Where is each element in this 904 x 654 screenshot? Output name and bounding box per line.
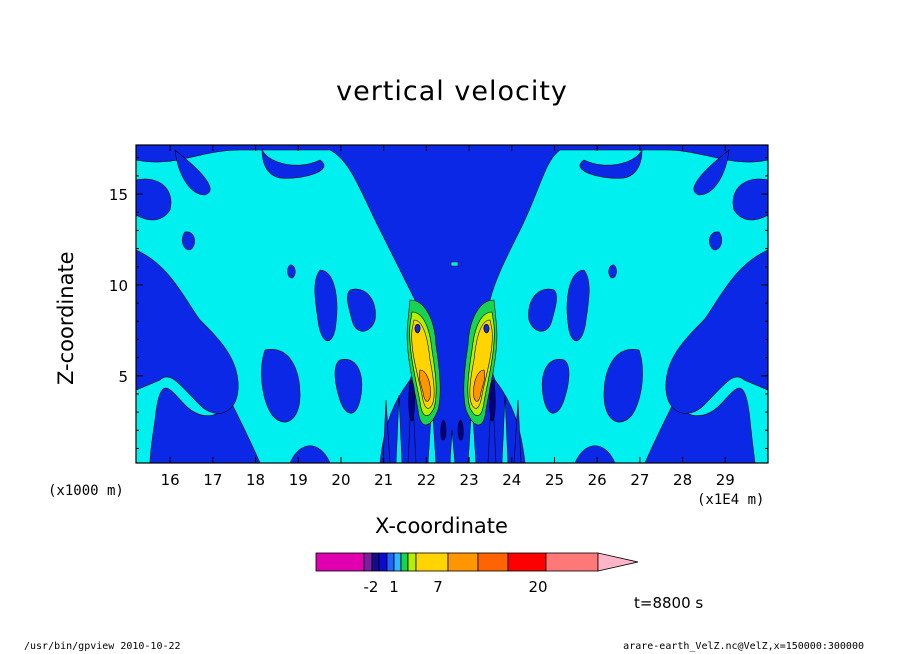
y-axis-label: Z-coordinate [54, 251, 78, 385]
x-tick-label: 26 [588, 471, 607, 489]
colorbar-label: 7 [433, 578, 443, 596]
x-tick-label: 25 [545, 471, 564, 489]
negative-blob [181, 231, 195, 251]
negative-blob [136, 178, 172, 221]
x-tick-label: 16 [161, 471, 180, 489]
colorbar-label: -2 [364, 578, 379, 596]
colorbar-segment [507, 552, 547, 572]
negative-blob [261, 149, 325, 179]
negative-blob [136, 249, 239, 414]
colorbar-segment [545, 552, 599, 572]
surface-streaks [382, 379, 522, 463]
negative-blob [709, 231, 723, 251]
colorbar-segment [315, 552, 365, 572]
y-axis: 5 10 15 [109, 157, 768, 449]
updraft-left [406, 299, 441, 426]
x-tick-label: 27 [630, 471, 649, 489]
footer-left: /usr/bin/gpview 2010-10-22 [24, 641, 181, 652]
negative-blob [665, 249, 768, 414]
colorbar-segment [386, 552, 395, 572]
y-tick-label: 10 [109, 277, 128, 295]
negative-blob [693, 149, 730, 196]
negative-blob [347, 288, 376, 332]
negative-blob [566, 269, 590, 342]
colorbar-segment [371, 552, 380, 572]
colorbar-segment [400, 552, 409, 572]
colorbar-segment [393, 552, 402, 572]
colorbar-segment [477, 552, 509, 572]
x-tick-label: 29 [716, 471, 735, 489]
colorbar-segment [447, 552, 479, 572]
colorbar-label: 1 [389, 578, 399, 596]
x-tick-label: 23 [460, 471, 479, 489]
colorbar-segment [378, 552, 388, 572]
x-tick-label: 19 [289, 471, 308, 489]
negative-blob [579, 149, 643, 179]
chart-title: vertical velocity [336, 76, 568, 107]
x-tick-label: 18 [246, 471, 265, 489]
x-tick-label: 24 [502, 471, 521, 489]
y-tick-label: 15 [109, 186, 128, 204]
x-tick-label: 28 [673, 471, 692, 489]
colorbar-segment [415, 552, 449, 572]
x-tick-label: 21 [374, 471, 393, 489]
plot-frame [135, 144, 769, 464]
colorbar: -2 1 7 20 [315, 552, 639, 596]
contour-field [136, 145, 768, 463]
x-axis-label: X-coordinate [375, 514, 508, 538]
negative-blob [334, 359, 363, 414]
negative-blob [174, 149, 211, 196]
colorbar-segment [363, 552, 373, 572]
colorbar-segment [407, 552, 417, 572]
negative-blob [732, 178, 768, 221]
updraft-right [463, 299, 498, 426]
time-label: t=8800 s [634, 594, 704, 612]
positive-blob [450, 261, 459, 267]
downdraft-cores [408, 379, 496, 441]
x-tick-label: 17 [203, 471, 222, 489]
negative-blob [603, 349, 643, 423]
negative-blob [528, 288, 557, 332]
x-axis-unit: (x1E4 m) [697, 492, 765, 508]
negative-blob [314, 269, 338, 342]
footer-right: arare-earth_VelZ.nc@VelZ,x=150000:300000 [623, 641, 864, 652]
x-axis: 16 17 18 19 20 21 22 23 24 25 26 27 28 29 [161, 145, 735, 489]
negative-blob [287, 264, 296, 279]
x-tick-label: 22 [417, 471, 436, 489]
x-tick-label: 20 [331, 471, 350, 489]
negative-blob [608, 264, 617, 279]
colorbar-arrow [597, 552, 639, 572]
y-tick-label: 5 [118, 368, 128, 386]
colorbar-label: 20 [528, 578, 547, 596]
negative-blob [261, 349, 301, 423]
negative-blob [541, 359, 570, 414]
y-axis-unit: (x1000 m) [48, 483, 124, 499]
